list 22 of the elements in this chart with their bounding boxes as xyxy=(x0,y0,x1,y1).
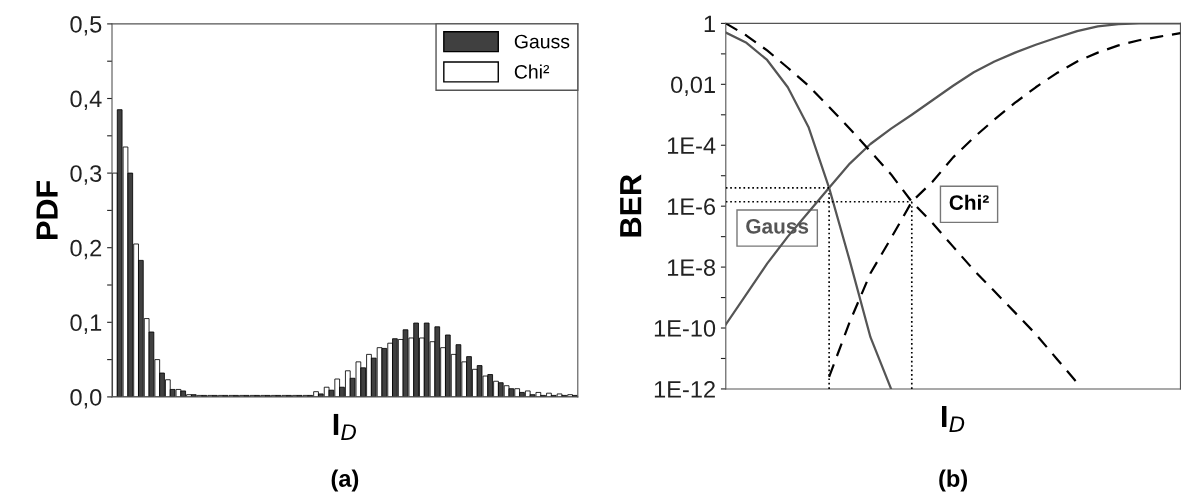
y-tick-label: 1E-6 xyxy=(668,198,716,215)
legend-label: Chi² xyxy=(514,64,550,79)
y-tick-label: 0,01 xyxy=(671,76,715,96)
y-tick-label: 0,2 xyxy=(70,239,102,260)
y-tick-label: 1E-12 xyxy=(654,381,715,398)
y-axis-title: BER xyxy=(620,174,642,237)
y-tick-label: 1E-8 xyxy=(668,259,716,276)
y-axis-title: PDF xyxy=(36,180,58,239)
text: (b) xyxy=(939,469,968,492)
x-axis-title: I$_{D}$ xyxy=(942,405,965,432)
y-tick-label: 1 xyxy=(704,15,715,32)
legend-label: Gauss xyxy=(514,34,570,49)
annotation: Chi² xyxy=(949,194,989,210)
y-tick-label: 1E-10 xyxy=(654,320,716,337)
y-tick-label: 0,3 xyxy=(70,165,102,185)
y-tick-label: 0,5 xyxy=(70,15,102,36)
y-tick-label: 0,0 xyxy=(70,388,102,409)
x-axis-title: I$_{D}$ xyxy=(333,413,356,440)
y-tick-label: 0,1 xyxy=(70,314,102,334)
text: (a) xyxy=(331,469,359,492)
y-tick-label: 0,4 xyxy=(70,90,102,111)
y-tick-label: 1E-4 xyxy=(668,137,716,154)
